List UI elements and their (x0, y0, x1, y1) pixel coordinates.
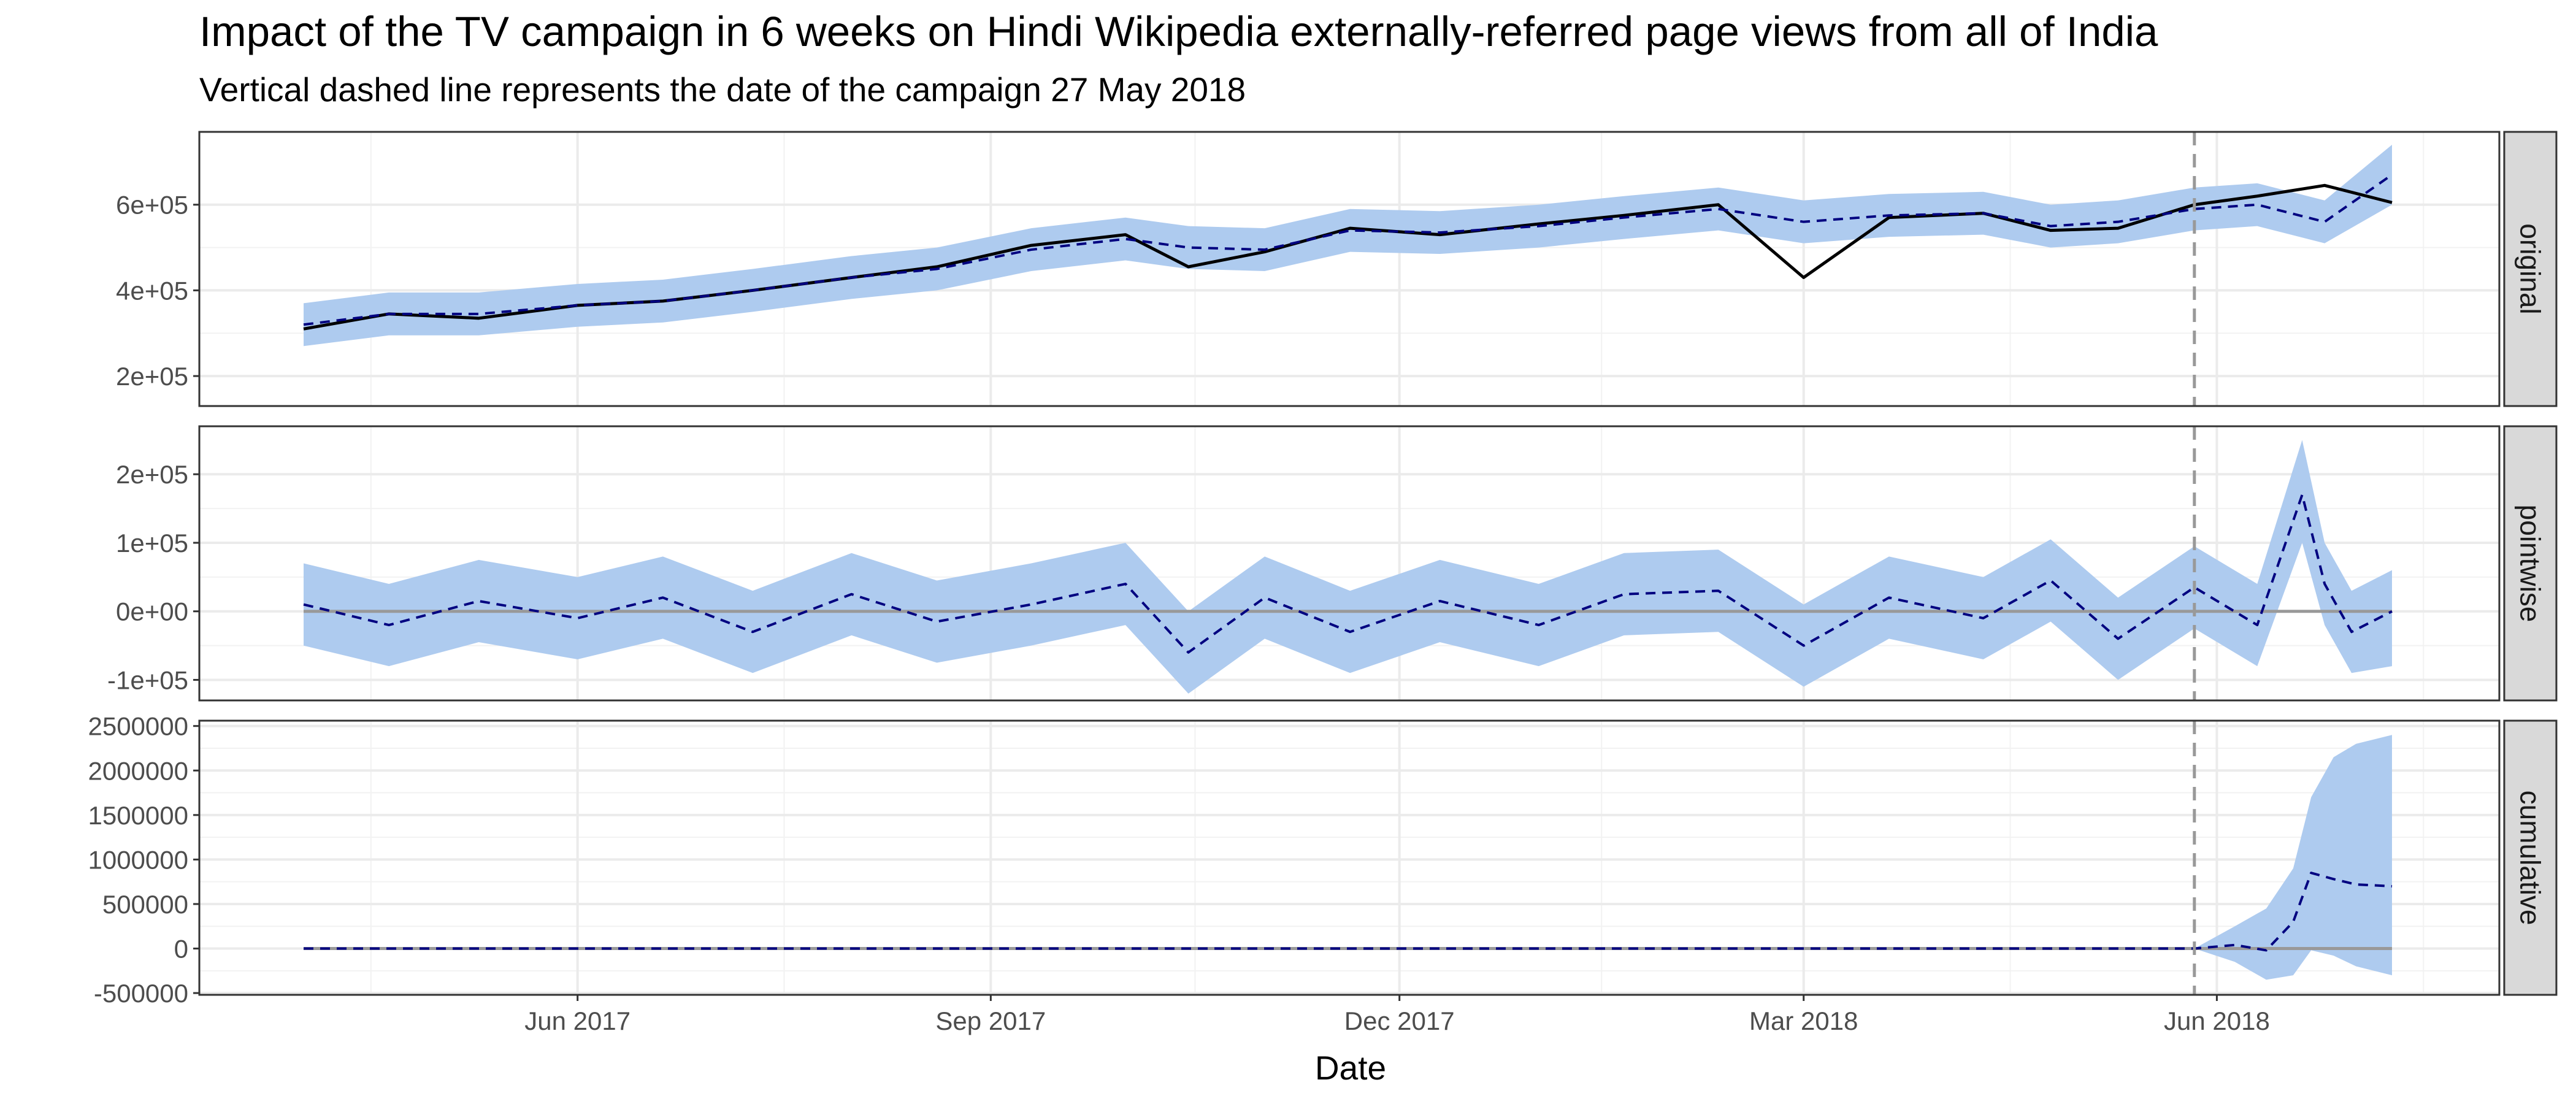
y-tick-label: 1500000 (88, 801, 188, 830)
panel-border (198, 719, 2501, 996)
facet-strip (2503, 425, 2558, 702)
predicted-line (304, 872, 2393, 952)
chart-title: Impact of the TV campaign in 6 weeks on … (199, 8, 2158, 55)
x-tick-label: Mar 2018 (1749, 1006, 1858, 1035)
panel-background (199, 721, 2499, 995)
y-tick-label: 500000 (102, 890, 188, 919)
y-tick-label: 4e+05 (116, 276, 188, 305)
facet-strip-label: original (2515, 223, 2547, 314)
y-tick-label: 6e+05 (116, 191, 188, 220)
panel-cumulative: -500000 0 500000 1000000 1500000 2000000 25000… (88, 712, 2558, 1008)
y-tick-label: 0e+00 (116, 597, 188, 626)
y-tick-label: 1000000 (88, 845, 188, 874)
x-tick-label: Dec 2017 (1344, 1006, 1455, 1035)
facet-strip-label: pointwise (2515, 505, 2547, 623)
y-tick-label: 0 (174, 935, 188, 964)
x-tick-label: Sep 2017 (935, 1006, 1046, 1035)
y-tick-label: -500000 (94, 979, 188, 1008)
y-tick-label: 2e+05 (116, 460, 188, 489)
y-tick-label: 2500000 (88, 712, 188, 741)
y-tick-label: -1e+05 (107, 665, 188, 694)
chart-subtitle: Vertical dashed line represents the date… (199, 71, 1246, 109)
facet-strip-label: cumulative (2515, 791, 2547, 926)
panel-pointwise: -1e+05 0e+00 1e+05 2e+05 pointwise (107, 425, 2558, 702)
predicted-line (303, 174, 2393, 326)
x-tick-label: Jun 2018 (2164, 1006, 2270, 1035)
y-tick-label: 2000000 (88, 756, 188, 785)
x-axis-label: Date (1315, 1049, 1386, 1087)
predicted-line (303, 493, 2393, 654)
confidence-band (304, 440, 2392, 694)
facet-strip (2503, 131, 2558, 407)
y-tick-label: 2e+05 (116, 362, 188, 391)
facet-strip (2503, 719, 2558, 996)
panel-border (198, 131, 2501, 407)
confidence-band (304, 144, 2392, 347)
panels: 2e+05 4e+05 6e+05 original -1e+05 0e+00 1e+05 2… (88, 131, 2558, 1008)
y-tick-label: 1e+05 (116, 529, 188, 558)
x-tick-label: Jun 2017 (524, 1006, 631, 1035)
panel-background (199, 132, 2499, 406)
x-axis: Jun 2017 Sep 2017 Dec 2017 Mar 2018 Jun 2018 (524, 995, 2270, 1035)
panel-original: 2e+05 4e+05 6e+05 original (116, 131, 2558, 407)
panel-border (198, 425, 2501, 702)
